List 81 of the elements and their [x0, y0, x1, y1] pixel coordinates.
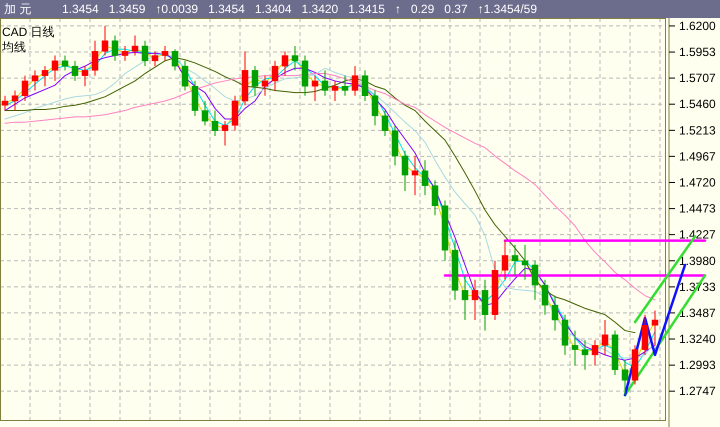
candlestick	[462, 275, 468, 320]
candlestick	[472, 279, 478, 320]
candlestick	[322, 70, 328, 96]
y-tick-label: 1.5213	[679, 123, 716, 138]
candlestick	[622, 360, 628, 396]
candlestick	[212, 110, 218, 136]
candlestick	[532, 260, 538, 300]
candlestick	[182, 60, 188, 91]
y-tick-label: 1.5953	[679, 45, 716, 60]
candlestick	[512, 244, 518, 276]
candlestick	[102, 25, 108, 56]
y-tick-label: 1.4967	[679, 149, 716, 164]
y-tick-label: 1.2747	[679, 384, 716, 398]
y-tick-label: 1.6200	[679, 18, 716, 33]
candlestick	[292, 46, 298, 71]
candlestick	[22, 75, 28, 102]
text: ↑1.3454/59	[478, 2, 538, 16]
candlestick	[422, 160, 428, 196]
candlestick	[202, 100, 208, 126]
candlestick	[172, 48, 178, 71]
candlestick	[132, 34, 138, 56]
candlestick	[432, 180, 438, 216]
candlestick	[362, 70, 368, 102]
candlestick	[282, 50, 288, 76]
candlestick	[262, 75, 268, 96]
candlestick	[92, 40, 98, 76]
y-tick-label: 1.3240	[679, 332, 716, 346]
annotation: 均线	[1, 40, 26, 54]
candlestick	[2, 95, 8, 112]
candlestick	[402, 150, 408, 192]
candlestick	[72, 60, 78, 82]
y-tick-label: 1.4720	[679, 175, 716, 190]
candlestick	[342, 75, 348, 96]
text: ↑	[394, 2, 401, 16]
text: 0.37	[444, 2, 468, 16]
candlestick	[582, 340, 588, 370]
chart-title: 加 元	[4, 2, 32, 16]
candlestick	[592, 340, 598, 366]
y-tick-label: 1.4227	[679, 228, 716, 242]
candlestick	[112, 34, 118, 62]
candlestick	[82, 66, 88, 87]
candlestick	[502, 240, 508, 280]
candlestick	[522, 244, 528, 280]
candlestick	[162, 46, 168, 62]
text: ↑0.0039	[155, 2, 198, 16]
candlestick	[572, 330, 578, 366]
candlestick	[312, 75, 318, 102]
candlestick	[602, 319, 608, 356]
text: 1.3420	[302, 2, 339, 16]
candlestick	[382, 110, 388, 136]
candlestick	[542, 279, 548, 316]
y-tick-label: 1.3980	[679, 254, 716, 268]
y-tick-label: 1.4473	[679, 202, 716, 216]
text: 1.3415	[348, 2, 386, 16]
candlestick	[142, 40, 148, 67]
y-tick-label: 1.3487	[679, 306, 716, 320]
text: CAD 日线	[2, 25, 55, 39]
candlestick	[222, 120, 228, 146]
y-tick-label: 1.5460	[679, 97, 716, 112]
text: 0.29	[410, 2, 435, 16]
y-tick-label: 1.5707	[679, 71, 716, 86]
candlestick	[332, 80, 338, 102]
candlestick	[252, 66, 258, 96]
text: 1.3454	[208, 2, 246, 16]
text: 1.3459	[108, 2, 146, 16]
candlestick	[152, 50, 158, 67]
candlestick	[272, 60, 278, 91]
candlestick	[62, 55, 68, 71]
text: 1.3454	[62, 2, 100, 16]
y-tick-label: 1.2993	[679, 358, 716, 372]
candlestick	[52, 55, 58, 82]
text: 1.3404	[254, 2, 292, 16]
candlestick	[122, 46, 128, 62]
candlestick	[412, 156, 418, 196]
candlestick	[652, 310, 658, 346]
candlestick	[552, 295, 558, 332]
candlestick	[42, 66, 48, 87]
candlestick	[12, 90, 18, 112]
candlestick	[352, 66, 358, 96]
candlestick	[372, 90, 378, 126]
candlestick	[32, 70, 38, 91]
